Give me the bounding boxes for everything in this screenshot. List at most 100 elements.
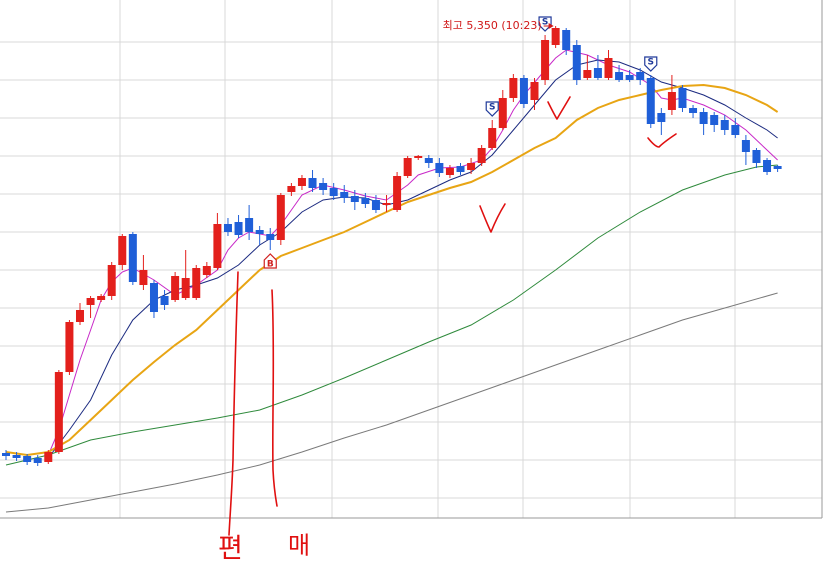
candle-body [86, 298, 95, 305]
signal-badge [263, 253, 277, 269]
candle-body [467, 163, 476, 170]
candle-body [276, 195, 285, 240]
signal-badge [538, 16, 552, 32]
candle-body [424, 158, 433, 163]
candle-body [678, 88, 687, 108]
handwritten-marks [228, 96, 677, 536]
candle-body [308, 178, 317, 188]
candle-body [551, 28, 560, 45]
candle-body [593, 68, 602, 78]
candle-body [139, 270, 148, 285]
candle-body [128, 234, 137, 282]
candle-body [710, 115, 719, 125]
candle-body [498, 98, 507, 128]
candle-body [44, 452, 53, 462]
candle-body [604, 58, 613, 78]
candle-body [255, 230, 264, 234]
candle-body [340, 192, 349, 198]
candle-body [149, 283, 158, 312]
candle-body [213, 224, 222, 268]
hand-line [228, 271, 239, 536]
candle-body [615, 72, 624, 80]
signal-marker: S [538, 16, 552, 32]
candle-body [741, 140, 750, 152]
candle-body [75, 310, 84, 322]
candle-body [477, 148, 486, 163]
candle-body [202, 266, 211, 275]
hand-check [547, 96, 571, 120]
signal-label: S [648, 58, 654, 68]
annotation-arrowhead [548, 23, 554, 29]
high-annotation: 최고 5,350 (10:23) [443, 19, 542, 32]
candle-body [414, 156, 423, 158]
candle-body [393, 176, 402, 210]
hand-check [647, 133, 677, 148]
candle-body [181, 278, 190, 298]
candle-body [160, 296, 169, 305]
ma-line [5, 164, 778, 466]
candle-body [403, 158, 412, 176]
candle-body [319, 183, 328, 190]
candle-body [646, 78, 655, 124]
candle-body [445, 168, 454, 175]
candle-body [329, 188, 338, 196]
candle-body [350, 196, 359, 202]
candle-body [361, 198, 370, 204]
candle-body [2, 453, 10, 456]
candle-body [773, 166, 782, 169]
candle-body [118, 236, 127, 265]
candle-body [625, 75, 634, 80]
candle-body [266, 234, 275, 240]
candle-body [689, 108, 698, 113]
candle-body [297, 178, 306, 186]
signal-label: B [267, 260, 274, 270]
signal-marker: S [644, 56, 658, 72]
signal-label: S [542, 18, 548, 28]
handwritten-text: 매 [288, 532, 310, 560]
signal-label: S [489, 103, 495, 113]
grid [0, 0, 822, 518]
candle-body [488, 128, 497, 148]
ma-line [5, 292, 778, 513]
candle-body [223, 224, 232, 232]
candle-body [583, 70, 592, 78]
candle-body [192, 268, 201, 298]
candle-body [572, 45, 581, 80]
candle-body [763, 160, 772, 172]
candle-body [519, 78, 528, 104]
candle-body [752, 150, 761, 163]
candle-body [562, 30, 571, 50]
candle-body [657, 113, 666, 122]
candle-body [667, 92, 676, 110]
signal-marker: B [263, 253, 277, 270]
hand-check [479, 203, 506, 233]
hand-line [271, 289, 278, 507]
candle-body [541, 40, 550, 80]
signal-marker: S [485, 101, 499, 117]
candle-body [371, 200, 380, 210]
candle-body [435, 163, 444, 173]
signal-badge [485, 101, 499, 117]
candle-body [54, 372, 63, 452]
candle-body [731, 125, 740, 135]
candle-body [171, 276, 180, 300]
candle-body [287, 186, 296, 192]
candle-body [23, 456, 32, 462]
candle-body [33, 458, 42, 463]
handwritten-text: 편 [218, 534, 243, 565]
candle-body [245, 218, 254, 232]
candle-body [699, 112, 708, 124]
candle-body [12, 455, 21, 458]
candle-body [382, 203, 391, 205]
candle-body [530, 82, 539, 100]
candle-body [636, 72, 645, 80]
candle-body [97, 296, 106, 300]
candle-body [720, 120, 729, 130]
candle-body [234, 222, 243, 235]
candle-body [456, 166, 465, 172]
candle-body [65, 322, 74, 372]
candle-body [509, 78, 518, 98]
